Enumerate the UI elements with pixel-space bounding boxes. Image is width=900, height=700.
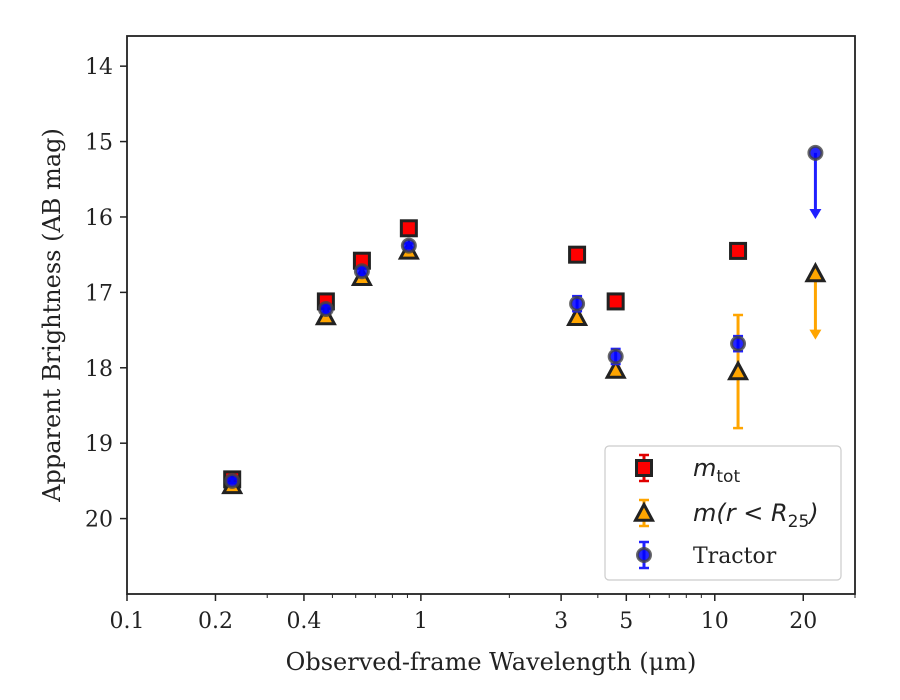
y-tick-label-0: 14 <box>85 55 113 80</box>
x-tick-label-2: 0.4 <box>286 609 321 634</box>
x-tick-label-4: 3 <box>554 609 568 634</box>
series-1-point-4 <box>566 305 589 326</box>
series-2-point-2 <box>353 263 370 280</box>
x-tick-label-7: 20 <box>789 609 817 634</box>
legend-label-2: Tractor <box>693 544 777 569</box>
plot-marks <box>221 144 827 495</box>
y-tick-label-6: 20 <box>85 508 113 533</box>
legend-marker-1 <box>632 501 656 522</box>
legend-marker-0 <box>635 459 653 477</box>
plot-frame <box>126 35 856 595</box>
legend-entry-1: m(r < R25) <box>632 498 819 532</box>
legend-entry-2: Tractor <box>636 540 777 570</box>
y-tick-label-1: 15 <box>85 131 113 156</box>
series-1-point-5 <box>604 358 627 379</box>
series-0-point-6 <box>729 241 748 260</box>
series-1-limit-arrow-7-head <box>809 329 822 340</box>
x-tick-label-3: 1 <box>414 609 428 634</box>
legend-box <box>604 445 842 581</box>
x-axis-label: Observed-frame Wavelength (μm) <box>286 648 697 676</box>
x-tick-label-0: 0.1 <box>110 609 145 634</box>
series-0-point-4 <box>568 245 587 264</box>
series-2-point-3 <box>400 237 417 254</box>
x-tick-label-6: 10 <box>701 609 729 634</box>
legend-label-0: mtot <box>693 454 740 487</box>
legend-label-1: m(r < R25) <box>693 499 819 532</box>
axes: 0.1 0.2 0.4 1 3 5 10 20 14 15 16 17 18 19 20 Observed-f… <box>38 35 856 676</box>
legend: mtot m(r < R25) Tractor <box>604 445 842 581</box>
series-2-limit-arrow-7 <box>809 152 822 219</box>
series-2-limit-arrow-7-head <box>809 208 822 219</box>
x-tick-label-1: 0.2 <box>198 609 233 634</box>
series-2-point-1 <box>317 300 334 317</box>
series-2 <box>224 144 824 489</box>
legend-marker-2 <box>636 547 652 563</box>
y-tick-label-3: 17 <box>85 281 113 306</box>
y-tick-label-4: 18 <box>85 357 113 382</box>
series-2-point-0 <box>224 472 241 489</box>
series-2-point-5 <box>607 348 624 365</box>
y-tick-label-2: 16 <box>85 206 113 231</box>
series-1-point-7 <box>804 261 827 283</box>
series-2-point-6 <box>730 335 747 352</box>
legend-entry-0: mtot <box>635 453 740 487</box>
series-2-point-7 <box>807 144 824 161</box>
series-2-point-4 <box>569 295 586 312</box>
series-1-point-6 <box>727 359 750 381</box>
y-tick-label-5: 19 <box>85 432 113 457</box>
series-0-point-5 <box>606 292 625 311</box>
series-1-limit-arrow-7 <box>809 273 822 340</box>
x-tick-label-5: 5 <box>619 609 633 634</box>
series-0-point-3 <box>399 219 418 238</box>
y-axis-label: Apparent Brightness (AB mag) <box>38 128 66 503</box>
